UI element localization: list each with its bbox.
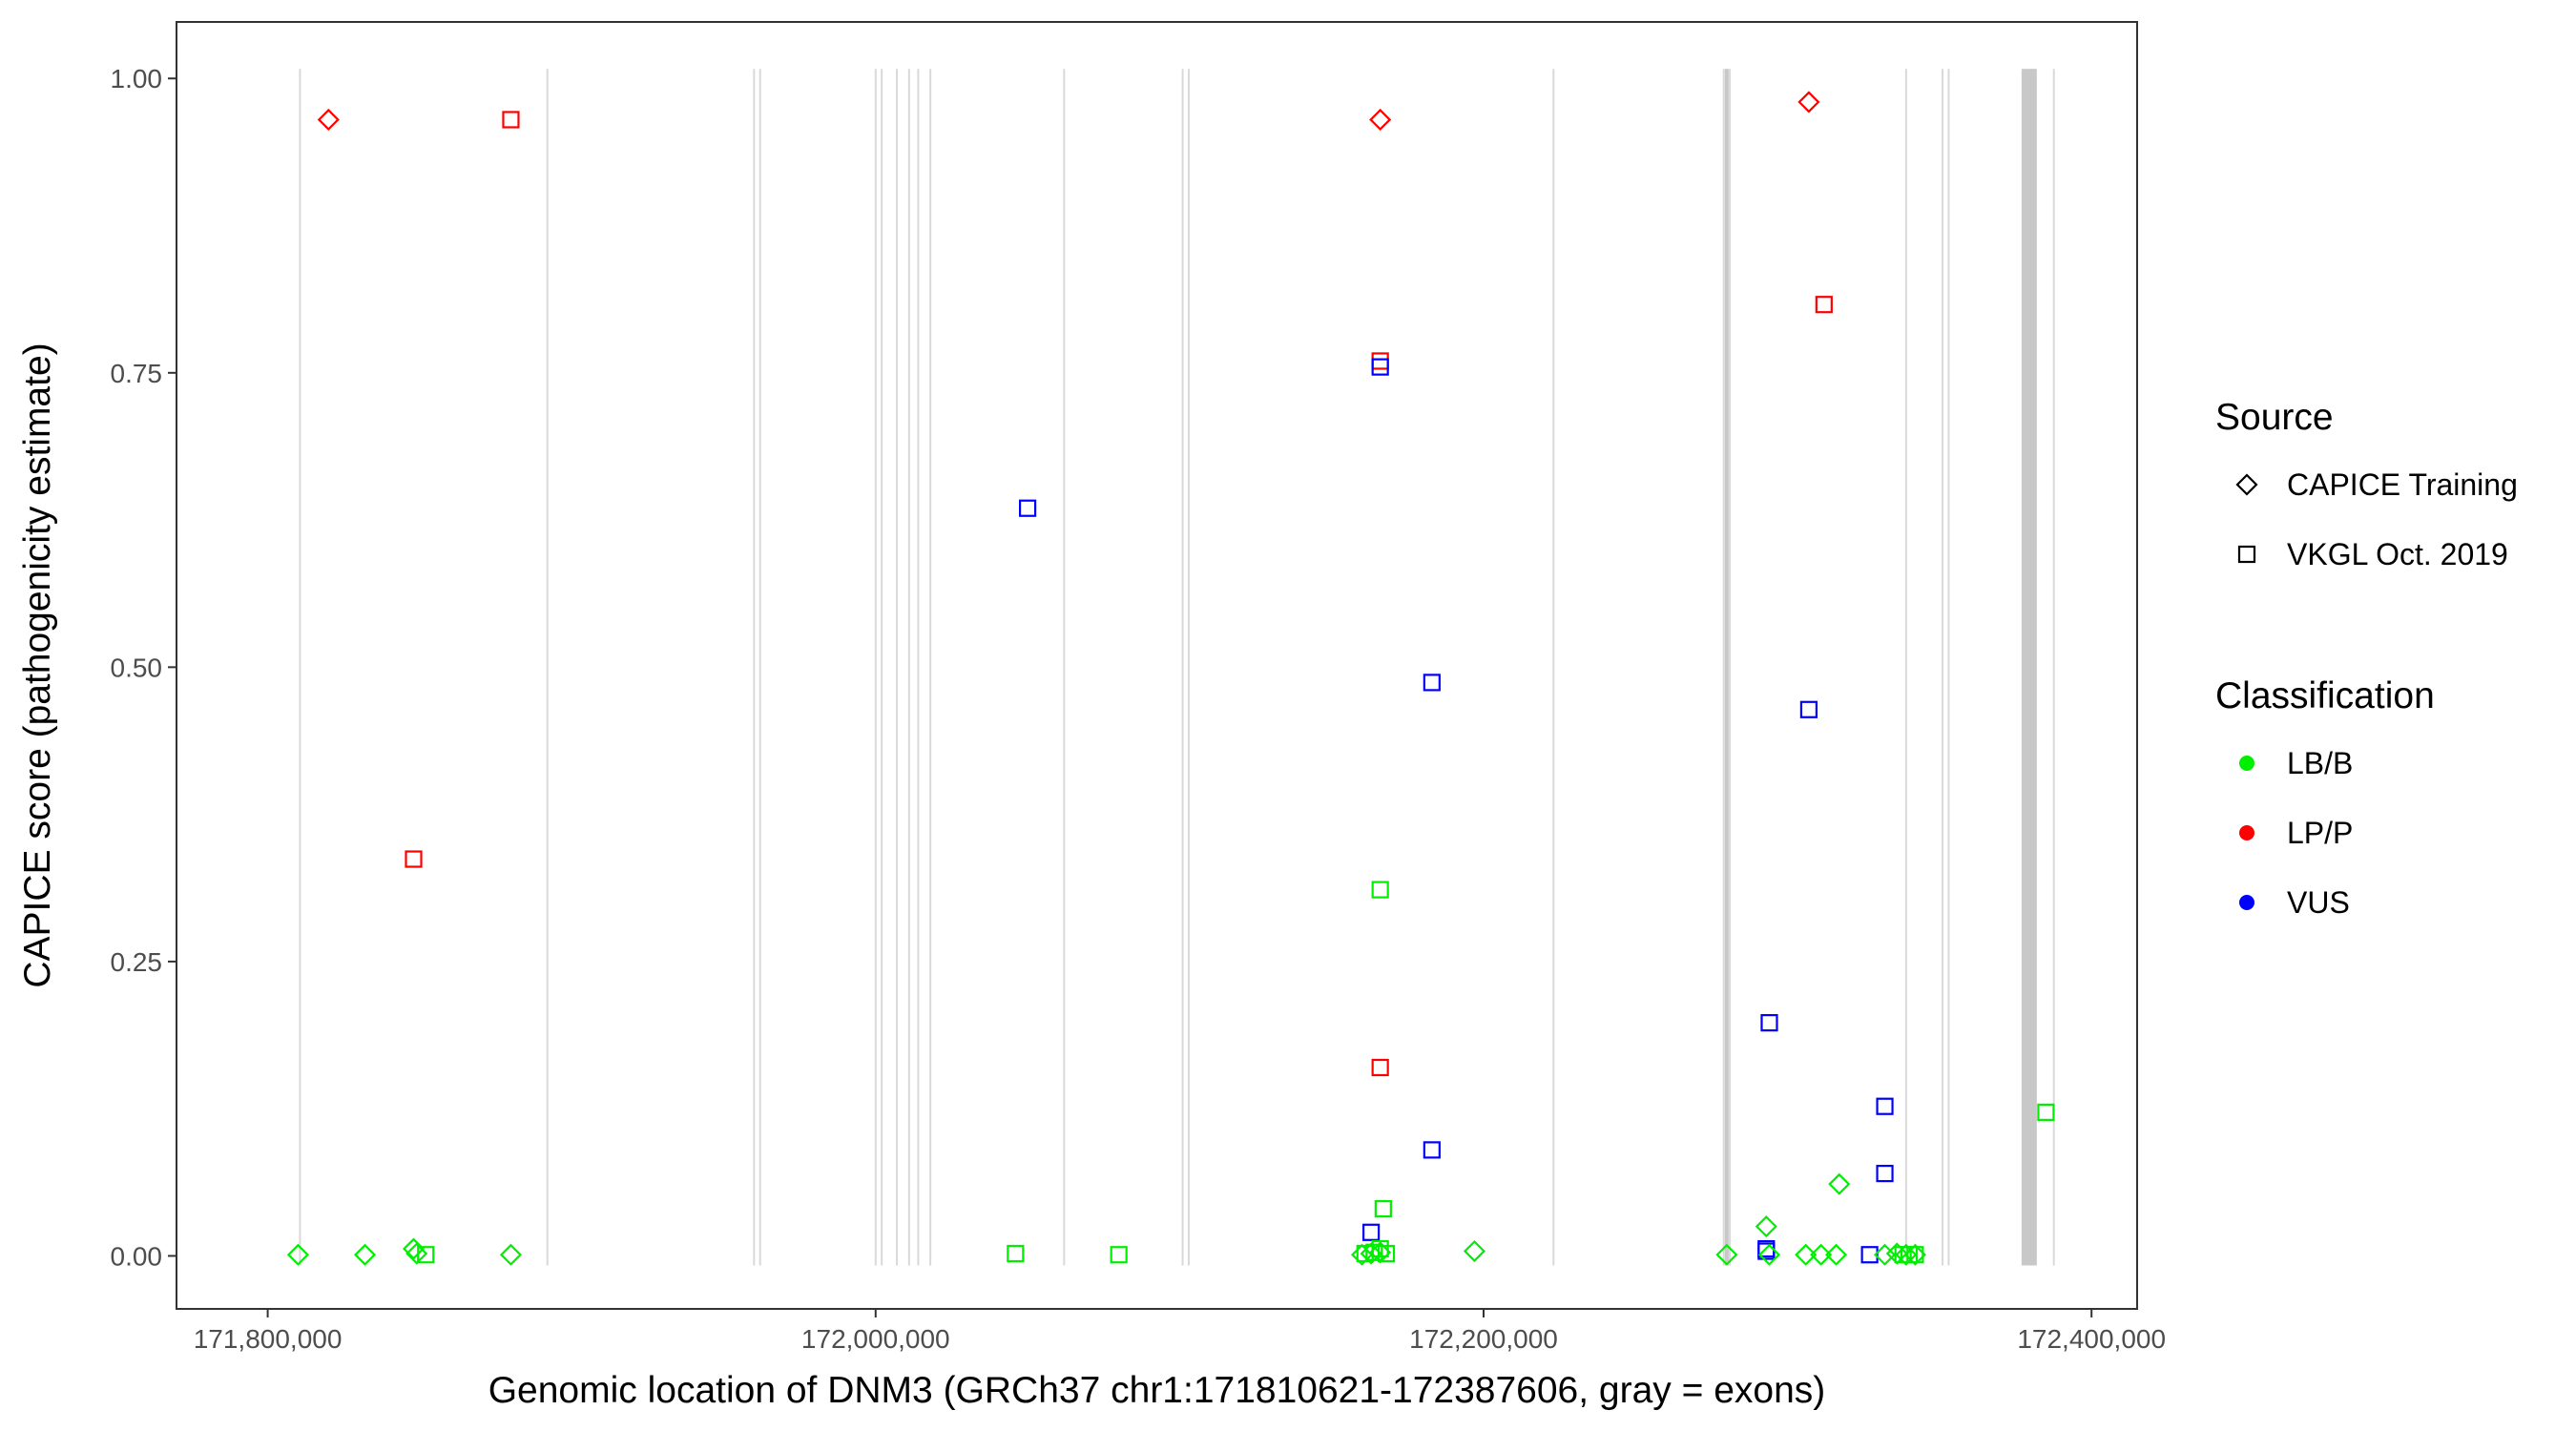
data-point <box>405 850 423 868</box>
data-point <box>1860 1246 1879 1264</box>
exon-band <box>1724 69 1729 1266</box>
data-point <box>1369 1241 1392 1264</box>
data-point <box>1377 1244 1396 1263</box>
y-tick-label: 0.75 <box>111 359 163 388</box>
data-point <box>1828 1172 1851 1195</box>
data-point <box>1795 1243 1818 1266</box>
data-point <box>1903 1243 1926 1266</box>
data-point <box>1423 1141 1441 1159</box>
y-axis: 0.00 0.25 0.50 0.75 1.00 <box>111 64 177 1271</box>
data-point <box>1362 1223 1381 1241</box>
legend-label: CAPICE Training <box>2287 467 2518 502</box>
legend: Source CAPICE Training VKGL Oct. 2019 Class… <box>2215 397 2518 920</box>
legend-key-dot <box>2239 825 2254 840</box>
data-point <box>1423 674 1441 692</box>
legend-label: VKGL Oct. 2019 <box>2287 537 2508 571</box>
data-point <box>1895 1243 1918 1266</box>
data-point <box>405 1242 428 1265</box>
data-point <box>1906 1246 1924 1264</box>
data-point <box>499 1243 523 1266</box>
data-point <box>1371 358 1389 376</box>
data-point <box>1110 1246 1128 1264</box>
plot-panel-border <box>176 21 2138 1310</box>
legend-title-classification: Classification <box>2215 675 2435 716</box>
legend-label: LB/B <box>2287 746 2353 780</box>
x-tick-label: 172,000,000 <box>801 1324 950 1354</box>
data-point <box>1007 1244 1025 1263</box>
data-point <box>1876 1164 1894 1183</box>
legend-key-square <box>2237 545 2256 564</box>
data-point <box>2037 1103 2055 1121</box>
exon-bands <box>299 69 2055 1266</box>
data-point <box>286 1243 309 1266</box>
data-point <box>1797 91 1820 114</box>
data-point <box>1374 1199 1392 1218</box>
data-point <box>1757 1243 1781 1266</box>
data-point <box>1360 1242 1382 1265</box>
y-tick-label: 1.00 <box>111 64 163 93</box>
data-point <box>402 1237 426 1260</box>
legend-label: LP/P <box>2287 816 2353 850</box>
data-point <box>1463 1239 1485 1263</box>
data-points <box>286 91 2055 1266</box>
y-tick-label: 0.00 <box>111 1241 163 1271</box>
data-point <box>1876 1097 1894 1115</box>
y-tick-label: 0.25 <box>111 947 163 977</box>
data-point <box>1371 881 1389 899</box>
data-point <box>1715 1243 1738 1266</box>
data-point <box>1874 1243 1897 1266</box>
data-point <box>1799 700 1818 718</box>
legend-key-diamond <box>2235 473 2258 496</box>
x-tick-label: 172,200,000 <box>1409 1324 1558 1354</box>
data-point <box>1371 1058 1389 1077</box>
x-axis: 171,800,000 172,000,000 172,200,000 172,400… <box>194 1309 2166 1354</box>
legend-label: VUS <box>2287 885 2350 920</box>
data-point <box>1755 1215 1777 1238</box>
data-point <box>1815 296 1833 314</box>
x-tick-label: 172,400,000 <box>2017 1324 2166 1354</box>
data-point <box>1760 1013 1778 1032</box>
y-tick-label: 0.50 <box>111 653 163 682</box>
data-point <box>317 108 340 131</box>
data-point <box>502 111 520 129</box>
legend-key-dot <box>2239 756 2254 771</box>
x-axis-title: Genomic location of DNM3 (GRCh37 chr1:17… <box>488 1370 1826 1411</box>
data-point <box>353 1243 377 1266</box>
data-point <box>1369 108 1392 131</box>
data-point <box>1810 1243 1833 1266</box>
legend-title-source: Source <box>2215 397 2334 438</box>
data-point <box>1885 1242 1908 1265</box>
exon-band <box>2021 69 2037 1266</box>
x-tick-label: 171,800,000 <box>194 1324 343 1354</box>
data-point <box>1371 1239 1389 1258</box>
data-point <box>1371 352 1389 370</box>
y-axis-title: CAPICE score (pathogenicity estimate) <box>17 342 58 987</box>
data-point <box>1825 1243 1848 1266</box>
data-point <box>1018 499 1037 517</box>
legend-key-dot <box>2239 895 2254 910</box>
data-point <box>1351 1243 1374 1266</box>
